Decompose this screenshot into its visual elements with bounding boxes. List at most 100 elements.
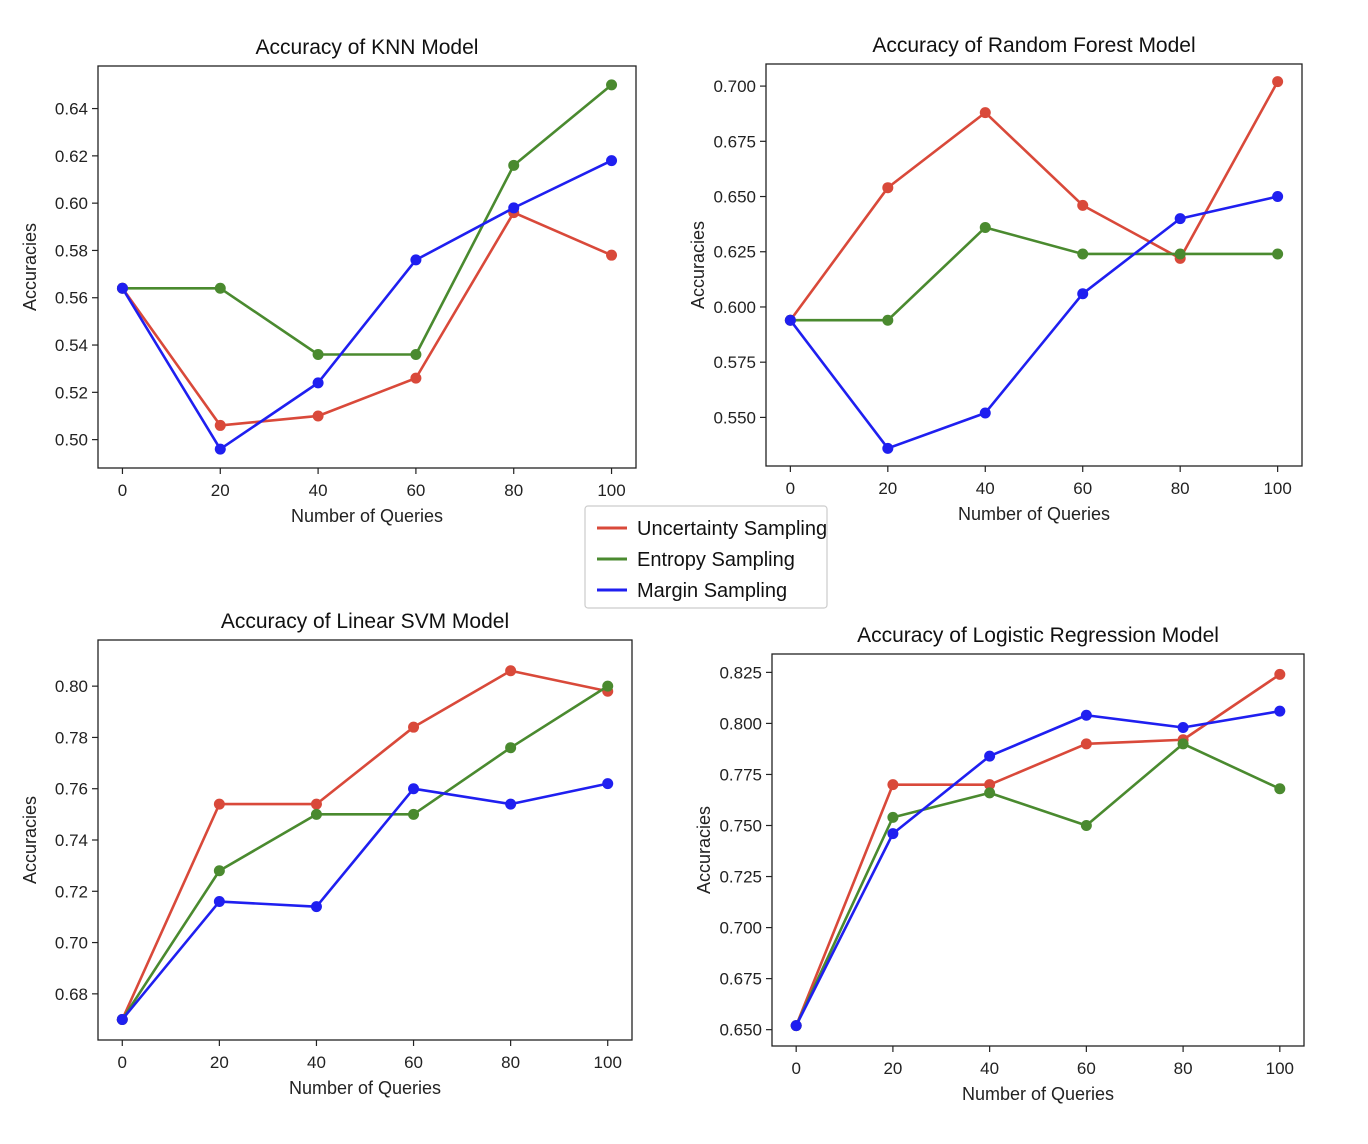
data-point	[606, 79, 618, 91]
data-point	[1077, 199, 1089, 211]
y-tick-label: 0.72	[55, 882, 88, 901]
x-tick-label: 80	[504, 481, 523, 500]
series-line	[789, 195, 1278, 450]
data-point	[784, 314, 796, 326]
y-tick-label: 0.64	[55, 100, 88, 119]
legend-label: Uncertainty Sampling	[637, 518, 827, 540]
series-line	[794, 673, 1281, 1027]
y-tick-label: 0.50	[55, 431, 88, 450]
x-tick-label: 40	[307, 1053, 326, 1072]
data-point	[312, 410, 324, 422]
plot-frame	[771, 653, 1305, 1047]
series-uncertainty-sampling	[116, 207, 618, 431]
data-point	[887, 828, 899, 840]
data-point	[505, 798, 517, 810]
series-margin-sampling	[790, 705, 1286, 1032]
plot-frame	[765, 63, 1303, 467]
data-point	[310, 901, 322, 913]
data-point	[1077, 288, 1089, 300]
y-tick-label: 0.750	[719, 817, 762, 836]
y-tick-label: 0.54	[55, 336, 88, 355]
series-line	[790, 226, 1278, 322]
series-margin-sampling	[116, 778, 614, 1025]
data-point	[1274, 668, 1286, 680]
plot-frame	[97, 65, 637, 469]
legend-entry: Margin Sampling	[597, 580, 787, 602]
chart-title: Accuracy of Linear SVM Model	[221, 610, 509, 633]
data-point	[1080, 820, 1092, 831]
y-tick-label: 0.600	[713, 298, 756, 317]
y-tick-label: 0.62	[55, 147, 88, 166]
series-entropy-sampling	[784, 221, 1284, 326]
data-point	[606, 155, 618, 167]
legend: Uncertainty Sampling Entropy Sampling Marg…	[584, 505, 828, 609]
y-tick-label: 0.56	[55, 289, 88, 308]
y-tick-label: 0.68	[55, 985, 88, 1004]
data-point	[410, 254, 422, 266]
y-axis-label: Accuracies	[20, 223, 40, 311]
y-tick-label: 0.650	[719, 1021, 762, 1040]
series-uncertainty-sampling	[784, 76, 1284, 326]
series-entropy-sampling	[116, 79, 618, 360]
data-point	[1080, 738, 1092, 750]
data-point	[508, 202, 520, 214]
series-uncertainty-sampling	[116, 665, 614, 1025]
x-tick-label: 100	[597, 481, 625, 500]
x-tick-label: 80	[1174, 1059, 1193, 1078]
x-tick-label: 100	[1266, 1059, 1294, 1078]
data-point	[1274, 783, 1286, 795]
x-axis-label: Number of Queries	[289, 1078, 441, 1098]
data-point	[312, 348, 324, 360]
x-tick-label: 80	[501, 1053, 520, 1072]
data-point	[408, 808, 420, 820]
chart-title: Accuracy of Logistic Regression Model	[857, 624, 1219, 647]
data-point	[1174, 248, 1186, 260]
y-tick-label: 0.700	[713, 77, 756, 96]
data-point	[1272, 191, 1284, 203]
series-line	[795, 709, 1281, 1027]
y-tick-label: 0.78	[55, 728, 88, 747]
charts-layer: Accuracy of KNN Model 0 20 40 60 80 100 0.50 0.5…	[20, 34, 1305, 1104]
data-point	[116, 1013, 128, 1025]
y-axis-label: Accuracies	[20, 796, 40, 884]
series-line	[121, 159, 613, 451]
y-tick-label: 0.725	[719, 868, 762, 887]
data-point	[882, 314, 894, 326]
chart-4: Accuracy of Logistic Regression Model 0 20…	[694, 624, 1305, 1104]
x-tick-label: 60	[406, 481, 425, 500]
data-point	[214, 443, 226, 455]
y-tick-label: 0.700	[719, 919, 762, 938]
x-tick-label: 100	[1263, 479, 1291, 498]
data-point	[505, 665, 517, 677]
series-line	[121, 685, 609, 1021]
legend-entry: Entropy Sampling	[597, 549, 795, 571]
series-line	[121, 211, 613, 427]
chart-title: Accuracy of KNN Model	[256, 36, 479, 59]
data-point	[505, 742, 517, 754]
y-tick-label: 0.575	[713, 353, 756, 372]
data-point	[1177, 722, 1189, 733]
chart-title: Accuracy of Random Forest Model	[872, 34, 1195, 57]
y-tick-label: 0.80	[55, 677, 88, 696]
x-tick-label: 40	[309, 481, 328, 500]
x-axis-label: Number of Queries	[291, 506, 443, 526]
data-point	[310, 798, 322, 810]
x-tick-label: 40	[976, 479, 995, 498]
data-point	[882, 182, 894, 194]
x-tick-label: 100	[594, 1053, 622, 1072]
data-point	[214, 282, 226, 294]
x-tick-label: 0	[118, 1053, 127, 1072]
x-tick-label: 60	[1077, 1059, 1096, 1078]
series-line	[789, 81, 1279, 321]
y-tick-label: 0.625	[713, 243, 756, 262]
x-tick-label: 60	[1073, 479, 1092, 498]
data-point	[979, 107, 991, 119]
y-tick-label: 0.58	[55, 241, 88, 260]
legend-box	[584, 505, 828, 609]
x-tick-label: 80	[1171, 479, 1190, 498]
data-point	[602, 778, 614, 790]
y-tick-label: 0.825	[719, 663, 762, 682]
y-tick-label: 0.76	[55, 780, 88, 799]
data-point	[606, 249, 618, 261]
